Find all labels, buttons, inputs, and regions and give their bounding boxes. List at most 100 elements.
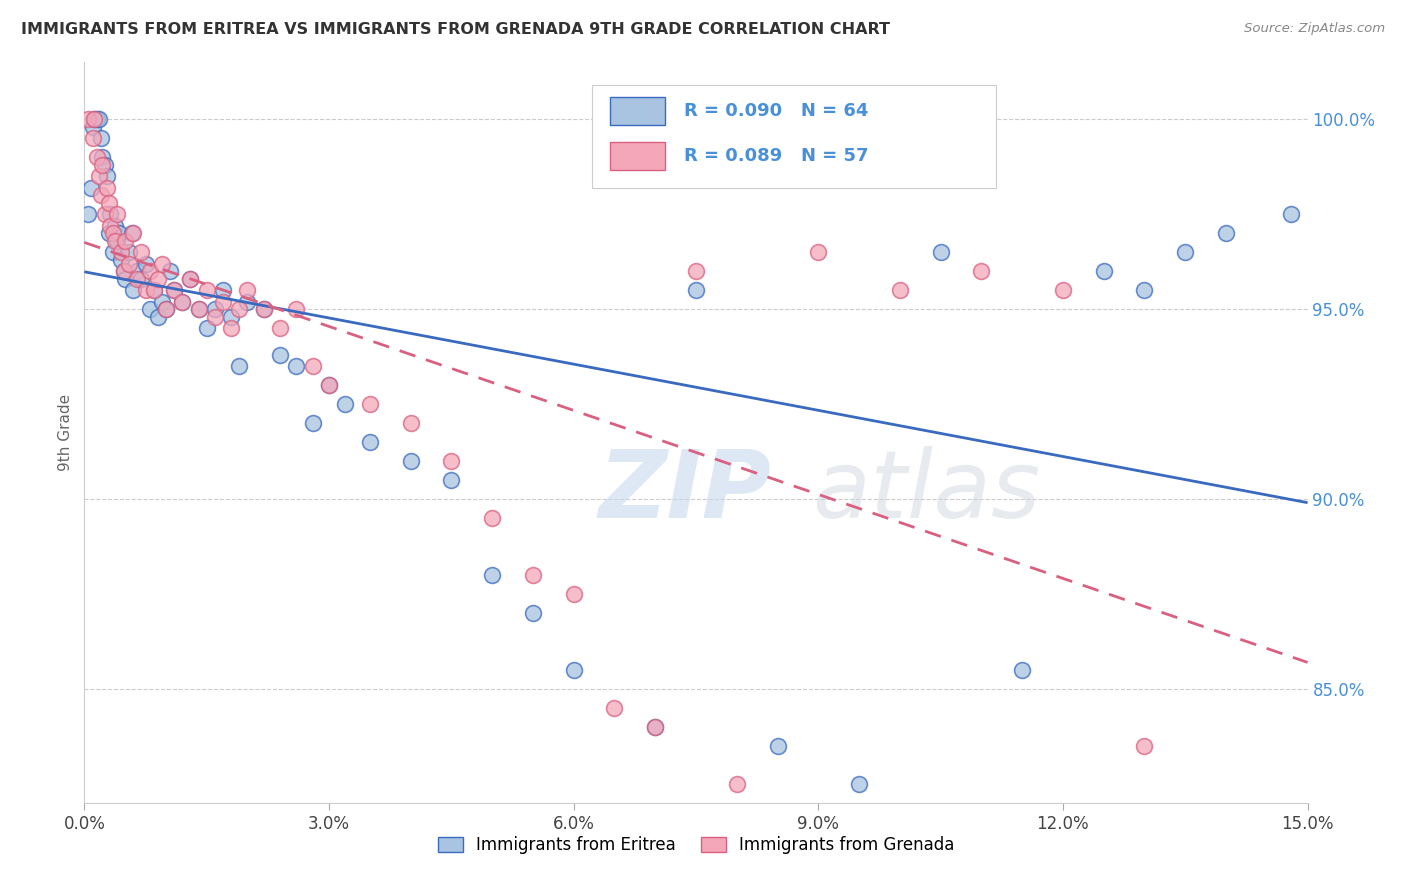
Point [195,321,218,335]
Point [97,227,120,241]
Point [163,283,186,297]
Point [155,302,177,317]
Point [110,245,132,260]
Point [335,397,357,411]
Point [118,257,141,271]
Point [142,283,165,297]
Point [96,180,118,194]
Point [127,272,149,286]
Point [91,150,114,164]
Point [150,257,173,271]
FancyBboxPatch shape [610,97,665,126]
Point [122,227,145,241]
Point [96,169,118,184]
Point [114,234,136,248]
Point [301,359,323,374]
Point [359,397,381,411]
Point [90,131,112,145]
Text: R = 0.090   N = 64: R = 0.090 N = 64 [683,103,868,120]
Point [1092,264,1115,278]
Point [889,283,911,297]
Point [603,701,626,715]
Point [112,264,135,278]
Text: atlas: atlas [813,446,1040,537]
FancyBboxPatch shape [610,142,665,169]
Point [77,207,100,221]
Point [155,302,177,317]
Point [481,568,503,582]
Point [522,606,544,620]
Point [82,120,104,134]
Point [1133,283,1156,297]
Point [219,310,242,324]
Point [212,294,235,309]
Point [135,283,157,297]
Point [97,195,120,210]
Point [80,180,103,194]
Point [172,294,194,309]
Point [204,302,226,317]
Point [179,272,201,286]
Point [644,720,666,734]
Text: R = 0.089   N = 57: R = 0.089 N = 57 [683,146,869,165]
Point [970,264,993,278]
Point [114,272,136,286]
Point [104,234,127,248]
Point [131,272,153,286]
FancyBboxPatch shape [592,85,995,188]
Point [285,359,308,374]
Point [1133,739,1156,753]
Point [122,283,145,297]
Point [179,272,201,286]
Point [93,207,115,221]
Point [187,302,209,317]
Point [86,112,108,127]
Point [187,302,209,317]
Point [107,227,129,241]
Point [562,663,585,677]
Point [91,158,114,172]
Point [318,378,340,392]
Point [101,245,124,260]
Text: ZIP: ZIP [598,446,770,538]
Point [150,294,173,309]
Point [93,158,115,172]
Point [236,283,259,297]
Point [105,207,128,221]
Point [269,321,291,335]
Point [848,777,870,791]
Point [121,227,143,241]
Point [440,473,463,487]
Point [118,245,141,260]
Point [86,150,108,164]
Point [807,245,830,260]
Point [131,245,153,260]
Point [1215,227,1237,241]
Point [159,264,181,278]
Point [253,302,276,317]
Point [766,739,789,753]
Point [83,112,105,127]
Text: IMMIGRANTS FROM ERITREA VS IMMIGRANTS FROM GRENADA 9TH GRADE CORRELATION CHART: IMMIGRANTS FROM ERITREA VS IMMIGRANTS FR… [21,22,890,37]
Point [127,264,149,278]
Point [100,207,122,221]
Point [228,359,250,374]
Point [725,777,748,791]
Point [110,252,132,267]
Point [359,435,381,450]
Point [90,188,112,202]
Point [685,283,707,297]
Point [212,283,235,297]
Point [1279,207,1302,221]
Point [195,283,218,297]
Point [399,416,422,430]
Point [285,302,308,317]
Point [83,112,105,127]
Point [219,321,242,335]
Point [236,294,259,309]
Point [142,283,165,297]
Point [87,169,110,184]
Point [172,294,194,309]
Point [101,227,124,241]
Point [481,511,503,525]
